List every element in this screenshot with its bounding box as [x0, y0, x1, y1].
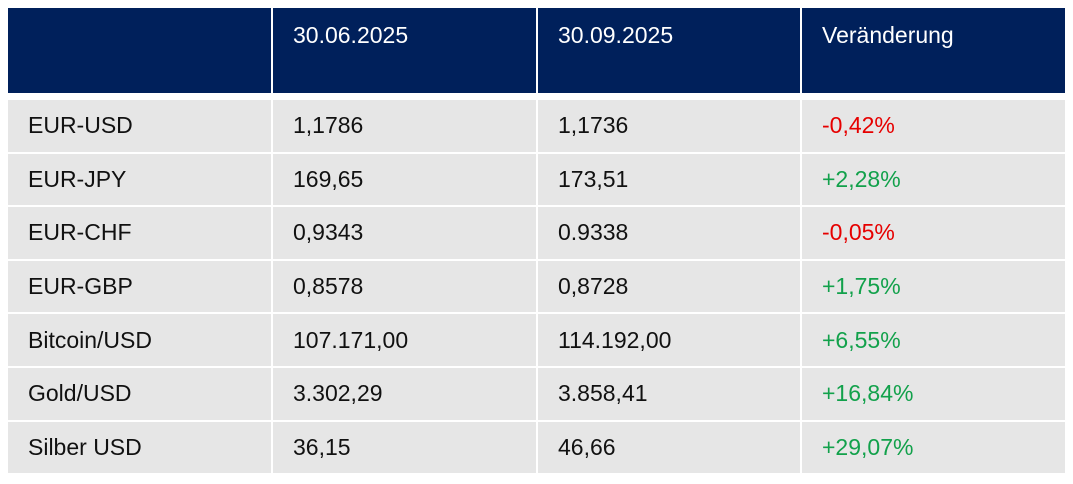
- table-cell: 0,8728: [538, 260, 800, 313]
- table-cell: +6,55%: [802, 314, 1065, 366]
- header-cell: [8, 8, 271, 93]
- table-cell: +1,75%: [802, 260, 1065, 313]
- row-label: EUR-JPY: [8, 153, 271, 206]
- table-cell: 0,8578: [273, 260, 536, 313]
- row-label: Gold/USD: [8, 368, 271, 420]
- table-cell: +29,07%: [802, 421, 1065, 474]
- row-label: Bitcoin/USD: [8, 314, 271, 366]
- table-cell: +16,84%: [802, 368, 1065, 420]
- header-cell: Veränderung: [802, 8, 1065, 93]
- table-cell: 0.9338: [538, 207, 800, 259]
- row-label: EUR-CHF: [8, 207, 271, 259]
- table-cell: -0,05%: [802, 207, 1065, 259]
- row-label: EUR-GBP: [8, 260, 271, 313]
- table-cell: 46,66: [538, 421, 800, 474]
- table-cell: 114.192,00: [538, 314, 800, 366]
- row-label: Silber USD: [8, 421, 271, 474]
- table-cell: +2,28%: [802, 153, 1065, 206]
- table-cell: 36,15: [273, 421, 536, 474]
- header-cell: 30.09.2025: [538, 8, 800, 93]
- table-cell: 1,1786: [273, 100, 536, 152]
- table-cell: 173,51: [538, 153, 800, 206]
- table-cell: 3.858,41: [538, 368, 800, 420]
- header-cell: 30.06.2025: [273, 8, 536, 93]
- table-cell: 169,65: [273, 153, 536, 206]
- table-cell: -0,42%: [802, 100, 1065, 152]
- row-label: EUR-USD: [8, 100, 271, 152]
- table-cell: 0,9343: [273, 207, 536, 259]
- table-cell: 3.302,29: [273, 368, 536, 420]
- table-cell: 107.171,00: [273, 314, 536, 366]
- table-cell: 1,1736: [538, 100, 800, 152]
